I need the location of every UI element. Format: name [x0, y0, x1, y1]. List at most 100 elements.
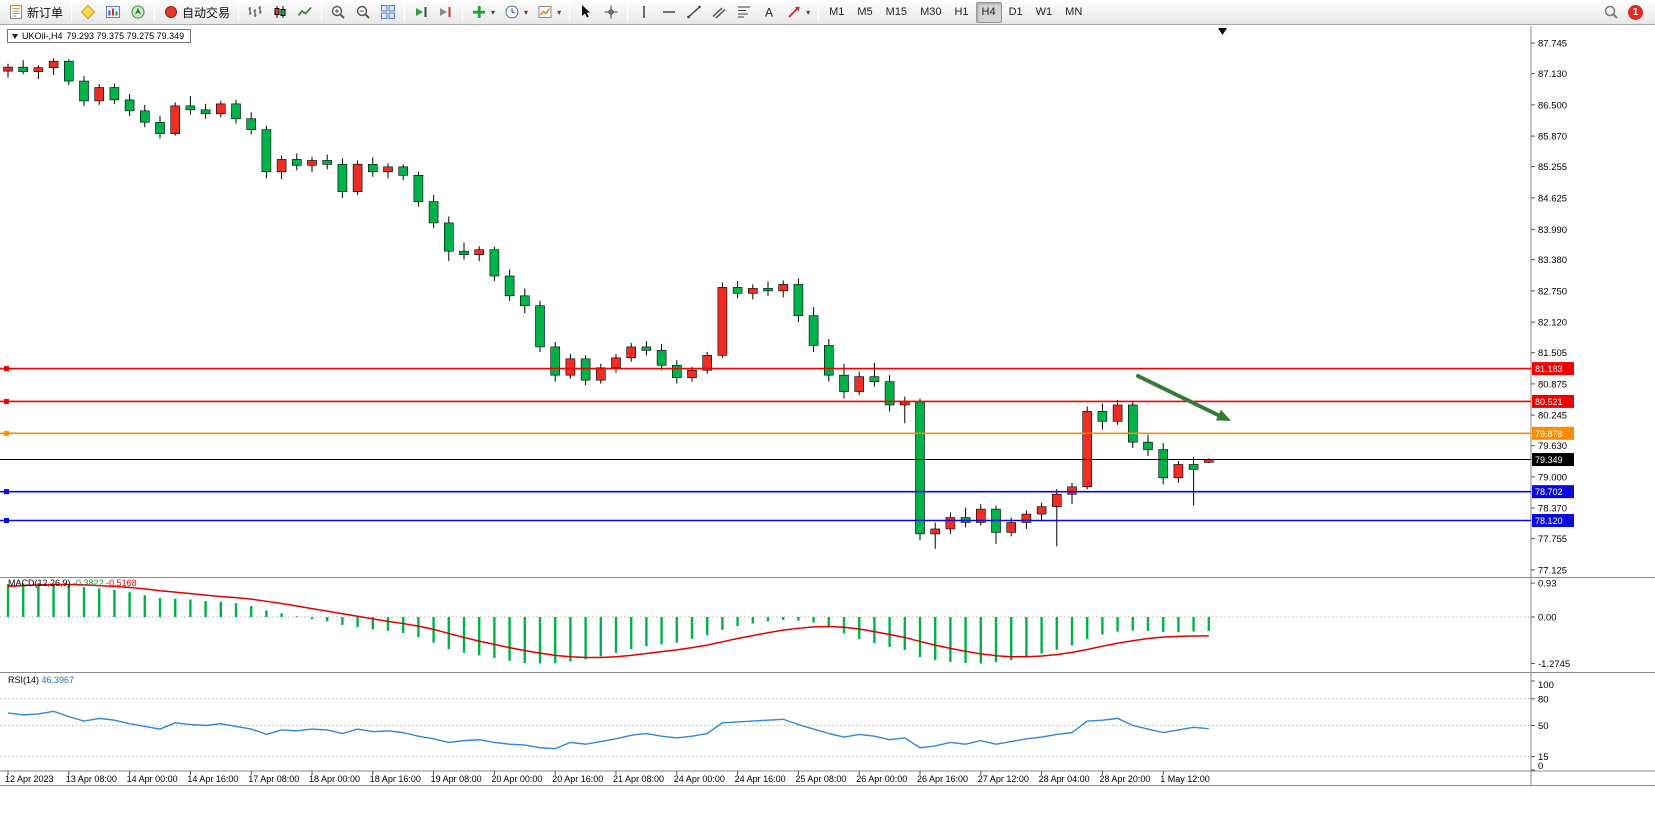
rsi-value: 46.3967	[41, 675, 75, 685]
svg-text:20 Apr 00:00: 20 Apr 00:00	[491, 774, 542, 784]
timeframe-button-h1[interactable]: H1	[954, 6, 969, 18]
toolbar-separator	[627, 3, 629, 21]
caret-down-icon: ▾	[806, 7, 811, 17]
market-watch-button[interactable]	[101, 2, 125, 23]
text-icon: A	[761, 4, 777, 20]
svg-text:14 Apr 16:00: 14 Apr 16:00	[187, 774, 238, 784]
chart-shift-marker[interactable]	[1218, 28, 1227, 35]
svg-text:24 Apr 16:00: 24 Apr 16:00	[735, 774, 786, 784]
svg-text:78.370: 78.370	[1538, 504, 1567, 515]
bar-chart-button[interactable]	[243, 2, 267, 23]
svg-text:24 Apr 00:00: 24 Apr 00:00	[674, 774, 725, 784]
auto-scroll-icon	[413, 4, 429, 20]
templates-button[interactable]: ▾	[533, 2, 565, 23]
svg-text:17 Apr 08:00: 17 Apr 08:00	[248, 774, 299, 784]
timeframe-button-m30[interactable]: M30	[920, 6, 942, 18]
metaeditor-icon	[80, 4, 96, 20]
svg-text:82.750: 82.750	[1538, 286, 1567, 297]
candlestick-chart-button[interactable]	[268, 2, 292, 23]
toolbar-separator	[569, 3, 571, 21]
svg-text:1 May 12:00: 1 May 12:00	[1160, 774, 1210, 784]
rsi-name: RSI(14)	[8, 675, 40, 685]
cursor-button[interactable]	[574, 2, 598, 23]
crosshair-button[interactable]	[599, 2, 623, 23]
svg-text:87.745: 87.745	[1538, 39, 1567, 50]
arrows-button[interactable]: ▾	[782, 2, 814, 23]
svg-text:79.878: 79.878	[1535, 429, 1563, 439]
svg-text:83.990: 83.990	[1538, 225, 1567, 236]
line-handle[interactable]	[4, 430, 9, 436]
auto-scroll-button[interactable]	[409, 2, 433, 23]
svg-text:100: 100	[1538, 680, 1554, 691]
metaeditor-button[interactable]	[76, 2, 100, 23]
svg-text:19 Apr 08:00: 19 Apr 08:00	[431, 774, 482, 784]
svg-text:15: 15	[1538, 752, 1549, 763]
channel-icon	[711, 4, 727, 20]
trendline-button[interactable]	[682, 2, 706, 23]
caret-down-icon: ▾	[557, 7, 562, 17]
svg-text:80.521: 80.521	[1535, 397, 1563, 407]
fibonacci-button[interactable]	[732, 2, 756, 23]
line-handle[interactable]	[4, 518, 9, 524]
equidistant-channel-button[interactable]	[707, 2, 731, 23]
line-handle[interactable]	[4, 489, 9, 495]
indicators-button[interactable]: ▾	[467, 2, 499, 23]
timeframe-button-w1[interactable]: W1	[1035, 6, 1053, 18]
svg-text:50: 50	[1538, 721, 1549, 732]
svg-text:28 Apr 04:00: 28 Apr 04:00	[1039, 774, 1090, 784]
svg-text:79.630: 79.630	[1538, 441, 1567, 452]
periods-button[interactable]: ▾	[500, 2, 532, 23]
text-label-button[interactable]: A	[757, 2, 781, 23]
drawn-arrow-object[interactable]	[1136, 374, 1231, 421]
bar-chart-icon	[247, 4, 263, 20]
svg-text:85.870: 85.870	[1538, 132, 1567, 143]
timeframe-button-m5[interactable]: M5	[857, 6, 873, 18]
line-chart-button[interactable]	[293, 2, 317, 23]
svg-text:81.505: 81.505	[1538, 348, 1567, 359]
search-icon	[1603, 4, 1619, 20]
autotrading-button[interactable]: 自动交易	[159, 2, 234, 23]
indicators-icon	[471, 4, 487, 20]
line-handle[interactable]	[4, 366, 9, 372]
timeframe-button-m1[interactable]: M1	[829, 6, 845, 18]
horizontal-line-button[interactable]	[657, 2, 681, 23]
time-axis: 12 Apr 2023 13 Apr 08:00 14 Apr 00:00 14 Ap…	[5, 771, 1210, 784]
symbol-timeframe-label: UKOil-,H4	[22, 31, 63, 41]
svg-text:13 Apr 08:00: 13 Apr 08:00	[66, 774, 117, 784]
tile-windows-button[interactable]	[376, 2, 400, 23]
fibonacci-icon	[736, 4, 752, 20]
svg-text:18 Apr 16:00: 18 Apr 16:00	[370, 774, 421, 784]
chart-shift-button[interactable]	[434, 2, 458, 23]
search-button[interactable]	[1599, 2, 1623, 23]
timeframe-button-h4[interactable]: H4	[975, 1, 1002, 23]
new-order-button[interactable]: 新订单	[4, 2, 67, 23]
symbol-quote-box[interactable]: UKOil-,H4 79.293 79.375 79.275 79.349	[7, 29, 192, 43]
toolbar: 新订单 自动交易 ▾ ▾ ▾ A ▾ M1 M5 M15 M30 H1 H4 D1 W1 MN 1	[0, 0, 1655, 25]
svg-text:20 Apr 16:00: 20 Apr 16:00	[552, 774, 603, 784]
price-label-box	[1532, 453, 1574, 467]
navigator-button[interactable]	[126, 2, 150, 23]
price-label-box	[1532, 394, 1574, 408]
price-axis: 87.745 87.130 86.500 85.870 85.255 84.625 83.9…	[1531, 39, 1567, 576]
trendline-icon	[686, 4, 702, 20]
zoom-out-button[interactable]	[351, 2, 375, 23]
collapse-quote-icon[interactable]	[12, 33, 18, 39]
timeframe-button-d1[interactable]: D1	[1008, 6, 1023, 18]
line-handle[interactable]	[4, 398, 9, 404]
notification-badge[interactable]: 1	[1628, 4, 1643, 20]
crosshair-icon	[603, 4, 619, 20]
chart-shift-icon	[438, 4, 454, 20]
svg-text:25 Apr 08:00: 25 Apr 08:00	[795, 774, 846, 784]
svg-text:18 Apr 00:00: 18 Apr 00:00	[309, 774, 360, 784]
vertical-line-button[interactable]	[632, 2, 656, 23]
svg-text:85.255: 85.255	[1538, 162, 1567, 173]
macd-indicator-label: MACD(12,26,9) -0.3822 -0.5168	[8, 578, 137, 588]
autotrading-label: 自动交易	[182, 5, 231, 20]
timeframe-button-m15[interactable]: M15	[885, 6, 908, 18]
svg-text:77.755: 77.755	[1538, 534, 1567, 545]
zoom-in-button[interactable]	[326, 2, 350, 23]
timeframe-button-mn[interactable]: MN	[1065, 6, 1083, 18]
svg-text:-1.2745: -1.2745	[1538, 659, 1570, 670]
